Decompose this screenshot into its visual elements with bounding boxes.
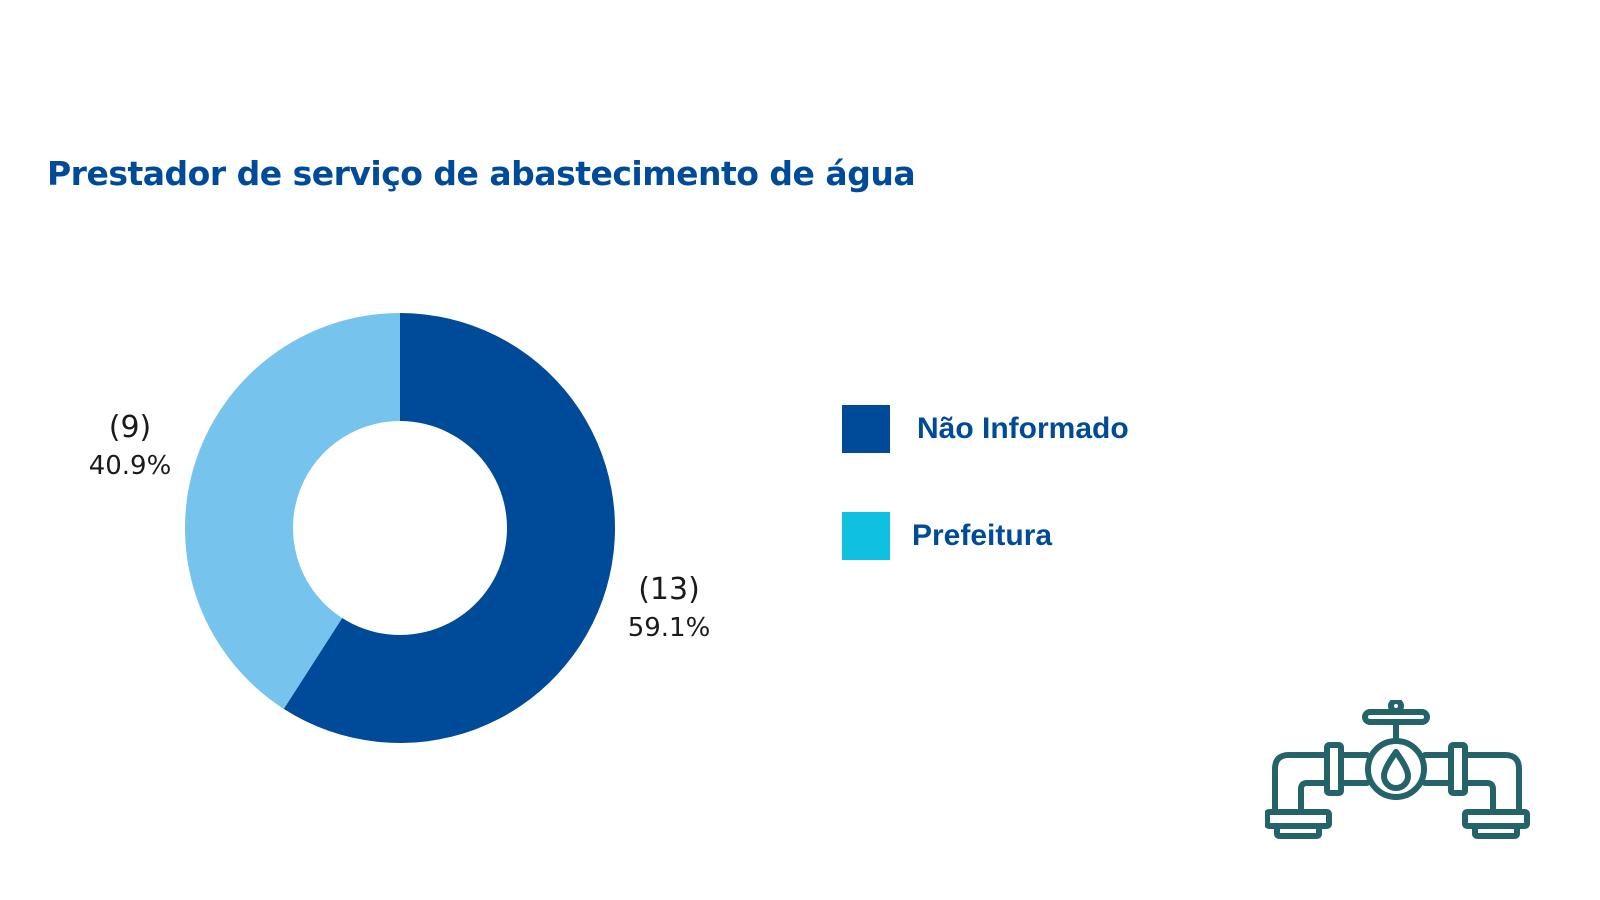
donut-slice-prefeitura <box>185 313 400 709</box>
donut-slice-n-o-informado <box>283 313 615 744</box>
chart-title: Prestador de serviço de abastecimento de… <box>47 154 916 193</box>
legend-label-prefeitura: Prefeitura <box>912 519 1053 552</box>
legend-label-nao-informado: Não Informado <box>917 412 1129 445</box>
slice-count-nao-informado: (13) <box>638 572 700 607</box>
legend-swatch-nao-informado <box>842 405 890 453</box>
slice-percent-nao-informado: 59.1% <box>627 613 711 643</box>
legend-item-nao-informado: Não Informado <box>842 405 1129 453</box>
slice-percent-prefeitura: 40.9% <box>88 451 172 481</box>
slice-count-prefeitura: (9) <box>108 410 152 445</box>
water-pipe-valve-icon <box>1265 700 1530 839</box>
legend-swatch-prefeitura <box>842 512 890 560</box>
slice-label-prefeitura: (9) 40.9% <box>89 408 172 484</box>
legend-item-prefeitura: Prefeitura <box>842 512 1052 560</box>
slice-label-nao-informado: (13) 59.1% <box>628 570 711 646</box>
